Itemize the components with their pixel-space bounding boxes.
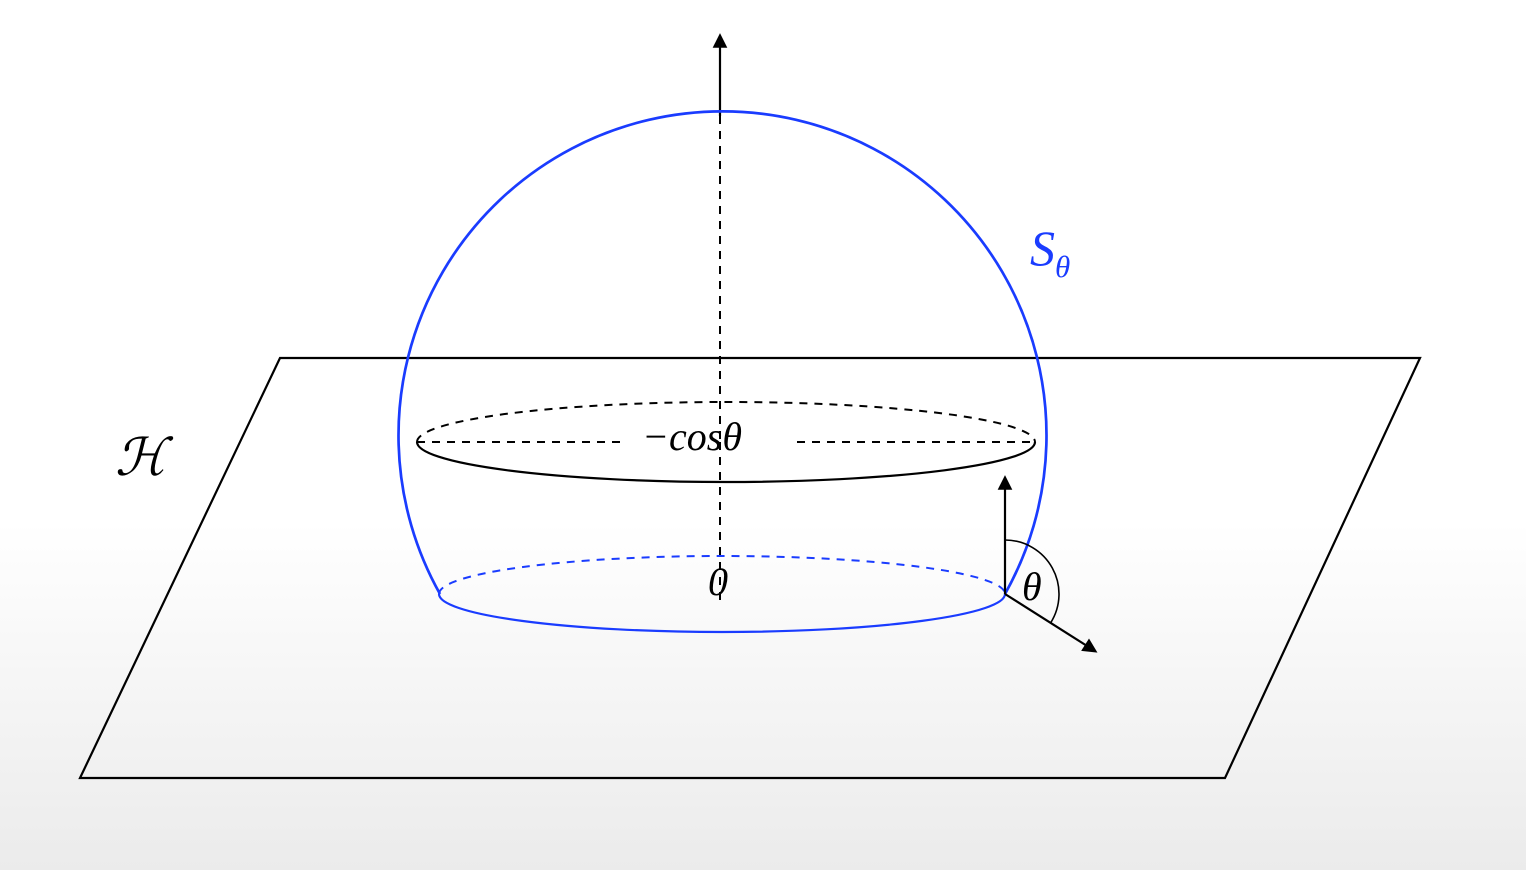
spherical-cap-arc xyxy=(399,111,1047,594)
origin-label: 0 xyxy=(708,559,728,604)
plane-H xyxy=(80,358,1420,778)
cap-label-S-theta: Sθ xyxy=(1030,220,1070,284)
contact-angle-label: θ xyxy=(1022,564,1042,609)
plane-label-H: ℋ xyxy=(115,430,174,487)
diagram-canvas: ℋ Sθ −cosθ 0 θ xyxy=(0,0,1526,870)
equator-height-label: −cosθ xyxy=(642,414,742,459)
